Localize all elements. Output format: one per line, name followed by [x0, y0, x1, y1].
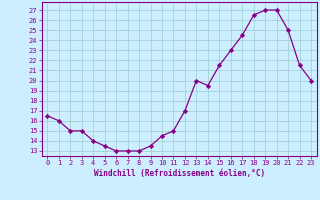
X-axis label: Windchill (Refroidissement éolien,°C): Windchill (Refroidissement éolien,°C): [94, 169, 265, 178]
